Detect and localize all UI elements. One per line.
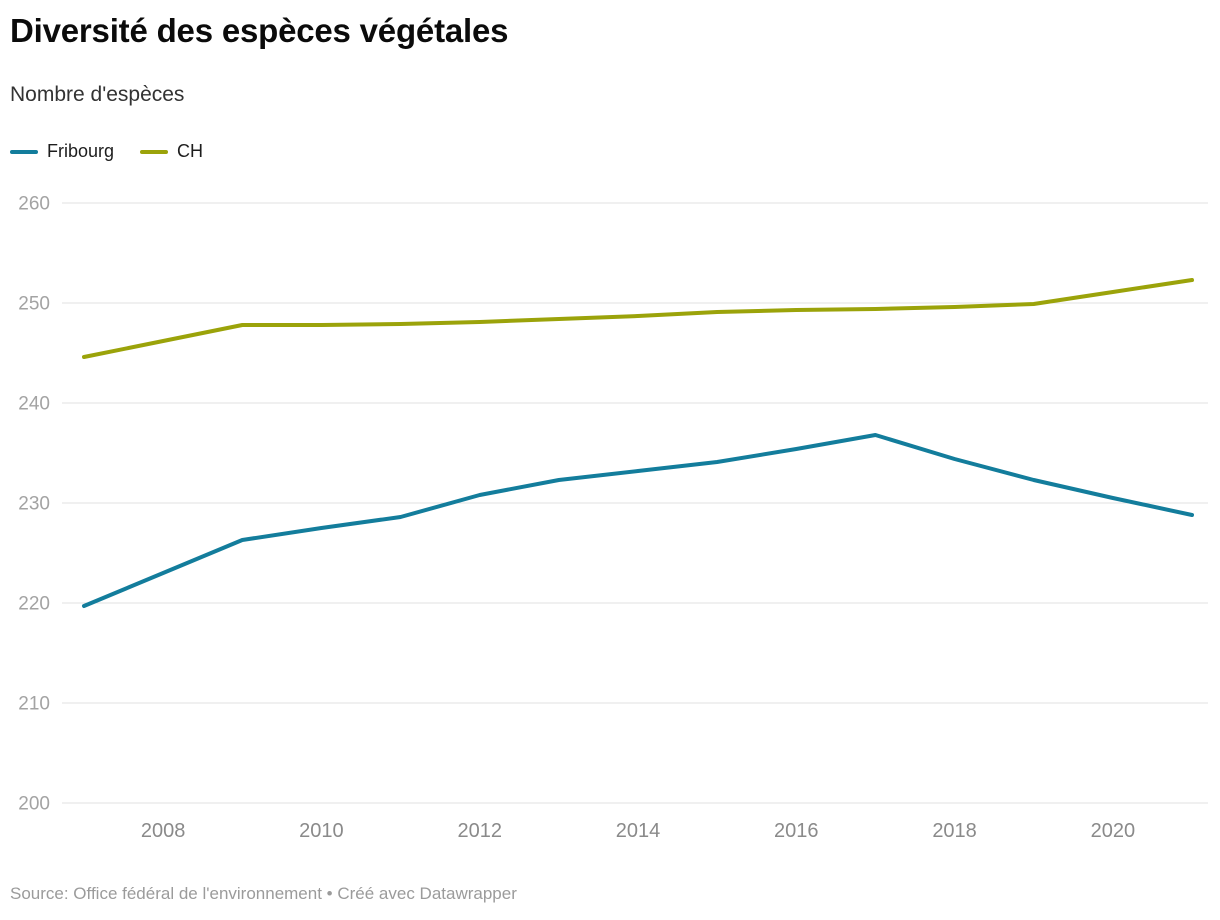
y-axis-tick-label: 250 <box>18 294 50 315</box>
y-axis-tick-label: 210 <box>18 694 50 715</box>
source-attribution: Source: Office fédéral de l'environnemen… <box>10 884 517 903</box>
legend-swatch-icon <box>10 149 38 154</box>
legend-item-fribourg: Fribourg <box>10 141 114 162</box>
chart-legend: Fribourg CH <box>10 141 203 162</box>
legend-item-ch: CH <box>140 141 203 162</box>
x-axis-tick-label: 2018 <box>932 820 977 842</box>
y-axis-tick-label: 220 <box>18 594 50 615</box>
x-axis-tick-label: 2014 <box>616 820 661 842</box>
line-chart-canvas: 200 210 220 230 240 250 260 2008 2010 2012 2014 201… <box>18 194 1208 842</box>
x-axis-tick-label: 2016 <box>774 820 819 842</box>
y-axis-tick-label: 260 <box>18 194 50 215</box>
y-axis-tick-label: 240 <box>18 394 50 415</box>
legend-label: Fribourg <box>47 141 115 161</box>
page-title: Diversité des espèces végétales <box>10 12 509 49</box>
x-axis-tick-label: 2008 <box>141 820 186 842</box>
legend-label: CH <box>177 141 204 161</box>
line-chart: 200 210 220 230 240 250 260 2008 2010 2012 2014 201… <box>0 180 1220 860</box>
y-axis-tick-label: 230 <box>18 494 50 515</box>
y-axis-tick-label: 200 <box>18 794 50 815</box>
legend-swatch-icon <box>140 149 169 154</box>
series-line-fribourg <box>82 433 1194 608</box>
series-line-ch <box>82 278 1194 359</box>
x-axis-tick-label: 2020 <box>1091 820 1136 842</box>
x-axis-tick-label: 2010 <box>299 820 344 842</box>
x-axis-tick-label: 2012 <box>457 820 502 842</box>
chart-subtitle: Nombre d'espèces <box>10 83 185 106</box>
